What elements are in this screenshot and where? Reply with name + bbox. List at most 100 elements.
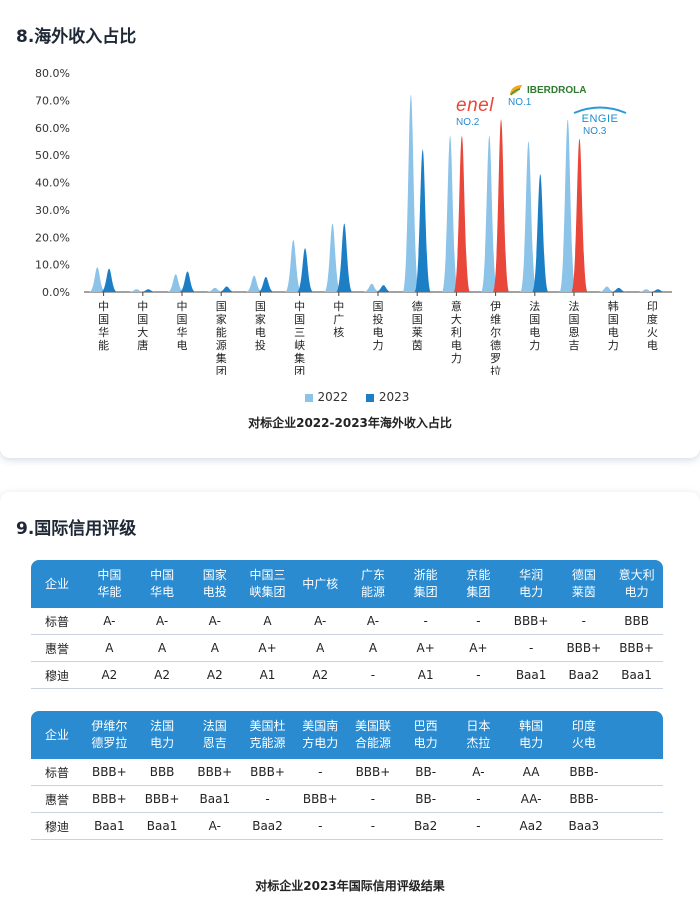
x-tick-label: 拉: [490, 364, 501, 375]
rating-cell: A-: [135, 608, 189, 635]
x-tick-label: 峡: [294, 338, 305, 352]
chart-legend: 2022 2023: [0, 390, 700, 404]
x-tick-label: 华: [98, 325, 109, 339]
x-tick-label: 投: [373, 312, 384, 326]
x-tick-label: 伊: [490, 300, 501, 313]
peak-2022-5: [285, 239, 302, 292]
peak-2022-1: [128, 289, 145, 292]
table-caption: 对标企业2023年国际信用评级结果: [255, 879, 445, 893]
header-company-name: 京能 集团: [452, 560, 505, 608]
rating-cell: A+: [399, 634, 453, 662]
rating-cell: BBB+: [83, 785, 136, 813]
rating-cell: Baa1: [610, 661, 663, 689]
x-tick-label: 力: [608, 339, 619, 352]
peak-2023-3: [218, 286, 235, 292]
x-tick-label: 国: [137, 313, 148, 326]
rating-cell: -: [293, 759, 347, 786]
rating-cell: BBB: [135, 759, 189, 786]
peak-2022-13: [598, 286, 616, 292]
table-row: 穆迪 Baa1 Baa1 A- Baa2- - Ba2- Aa2 Baa3: [31, 812, 663, 840]
rating-cell: BBB+: [293, 785, 347, 813]
legend-swatch-2023: [365, 393, 374, 402]
x-tick-label: 电: [177, 339, 188, 352]
rating-cell: AA-: [504, 785, 558, 813]
rating-cell: BBB+: [346, 759, 400, 786]
x-tick-label: 电: [529, 326, 540, 339]
credit-rating-card: 9.国际信用评级 企业 中国 华能 中国 华电 国家 电投 中国三 峡集团 中广核 广东 能…: [0, 492, 700, 905]
peak-2023-0: [100, 268, 118, 292]
peak-2023-4: [257, 276, 275, 292]
peak-2022-6: [324, 223, 341, 292]
rating-cell: A+: [452, 634, 505, 662]
y-tick-label: 80.0%: [35, 67, 70, 80]
header-company-name: 广东 能源: [346, 560, 400, 608]
rating-cell: A: [346, 634, 400, 662]
x-tick-label: 源: [216, 338, 227, 352]
chart-caption: 对标企业2022-2023年海外收入占比: [248, 416, 452, 430]
section-title-overseas-revenue: 8.海外收入占比: [16, 27, 137, 47]
rating-cell: A-: [83, 608, 136, 635]
rating-cell: A-: [188, 608, 242, 635]
header-company-name: 德国 莱茵: [557, 560, 611, 608]
rating-cell: A-: [346, 608, 400, 635]
peak-2022-3: [206, 287, 224, 292]
rating-cell: Baa1: [188, 785, 242, 813]
x-tick-label: 尔: [490, 326, 501, 339]
rating-cell: A: [135, 634, 189, 662]
x-tick-label: 意: [451, 299, 462, 313]
peak-2023-1: [140, 289, 157, 292]
peak-2023-14: [649, 289, 667, 292]
x-tick-label: 印: [647, 300, 658, 313]
legend-swatch-2022: [304, 393, 313, 402]
peak-2023-13: [610, 287, 627, 292]
peak-2023-10: [492, 119, 510, 292]
x-tick-label: 力: [373, 339, 384, 352]
y-tick-label: 30.0%: [35, 204, 70, 217]
rating-cell: -: [452, 661, 505, 689]
x-tick-label: 核: [333, 325, 344, 339]
x-tick-label: 度: [647, 312, 658, 326]
rating-cell: [610, 785, 663, 813]
header-company-name: 美国杜 克能源: [241, 711, 294, 759]
rating-cell: Baa1: [504, 661, 558, 689]
header-company-name: 巴西 电力: [399, 711, 453, 759]
rating-cell: [610, 759, 663, 786]
x-tick-label: 中: [137, 300, 148, 313]
rating-cell: A-: [452, 759, 505, 786]
header-company-name: 华润 电力: [504, 560, 558, 608]
x-tick-label: 法: [569, 299, 580, 313]
header-company-name: 美国联 合能源: [346, 711, 400, 759]
rating-cell: A2: [83, 661, 136, 689]
rating-cell: -: [346, 661, 400, 689]
x-tick-label: 团: [294, 365, 305, 375]
rating-cell: Aa2: [504, 812, 558, 840]
peak-2023-2: [179, 271, 196, 292]
x-tick-label: 利: [451, 326, 462, 339]
table-row: 标普 BBB+ BBB BBB+ BBB+ - BBB+ BB- A- AA BBB-: [31, 759, 663, 786]
table-header-row: 企业 伊维尔 德罗拉 法国 电力 法国 恩吉 美国杜 克能源 美国南 方电力 美国联 合能源…: [31, 711, 663, 759]
rating-cell: A-: [188, 812, 242, 840]
x-tick-label: 电: [373, 326, 384, 339]
x-tick-label: 国: [529, 313, 540, 326]
header-company-name: 意大利 电力: [610, 560, 663, 608]
x-tick-label: 国: [373, 300, 384, 313]
rating-cell: -: [241, 785, 294, 813]
rating-cell: A2: [188, 661, 242, 689]
peak-2022-0: [89, 267, 106, 292]
rating-cell: -: [346, 812, 400, 840]
rating-cell: A+: [241, 634, 294, 662]
overseas-revenue-chart: 0.0% 10.0% 20.0% 30.0% 40.0% 50.0% 60.0% 70.0% 8…: [35, 67, 672, 375]
rating-table-1: 企业 中国 华能 中国 华电 国家 电投 中国三 峡集团 中广核 广东 能源 浙能 集团 京能 …: [31, 560, 663, 689]
overseas-revenue-card: 8.海外收入占比 0.0% 10.0% 20.0% 30.0% 40.0% 50.0% 60…: [0, 27, 700, 430]
peak-2022-10: [481, 135, 498, 292]
x-tick-label: 茵: [412, 339, 423, 352]
rating-cell: A: [83, 634, 136, 662]
x-tick-label: 力: [451, 352, 462, 365]
x-tick-label: 集: [216, 351, 227, 365]
x-tick-label: 火: [647, 326, 658, 339]
legend-label-2023: 2023: [378, 390, 410, 404]
legend-label-2022: 2022: [317, 390, 349, 404]
x-tick-label: 大: [451, 312, 462, 326]
rating-cell: A-: [293, 608, 347, 635]
peak-2023-9: [453, 135, 471, 292]
